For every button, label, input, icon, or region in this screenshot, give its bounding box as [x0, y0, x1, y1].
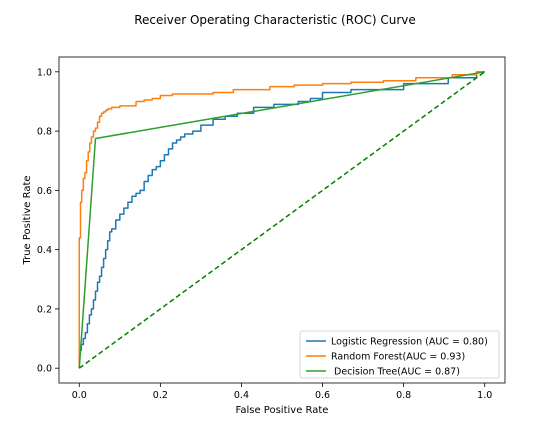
series-line-3 [78, 71, 486, 369]
x-axis-label: False Positive Rate [236, 405, 329, 416]
x-tick-label: 0.4 [234, 390, 249, 401]
y-tick-label: 1.0 [37, 67, 52, 78]
legend: Logistic Regression (AUC = 0.80) Random F… [299, 330, 500, 379]
y-tick-label: 0.8 [37, 127, 52, 138]
y-tick-label: 0.6 [37, 186, 52, 197]
legend-entry: Random Forest(AUC = 0.93) [331, 352, 465, 363]
x-tick-label: 0.2 [153, 390, 168, 401]
x-tick-label: 0.6 [315, 390, 330, 401]
plot-area [78, 71, 486, 369]
series-line-0 [78, 71, 485, 369]
legend-entry: Logistic Regression (AUC = 0.80) [331, 337, 488, 348]
y-tick-label: 0.2 [37, 304, 52, 315]
y-axis-label: True Positive Rate [22, 175, 33, 265]
x-tick-label: 0.0 [72, 390, 87, 401]
y-tick-label: 0.0 [37, 364, 52, 375]
axis-ticks: 0.0 0.2 0.4 0.6 0.8 1.0 0.0 0.2 0.4 0.6 0.8 1.0 [37, 67, 492, 401]
x-tick-label: 0.8 [396, 390, 411, 401]
series-line-1 [78, 71, 485, 369]
y-tick-label: 0.4 [37, 245, 52, 256]
series-line-2 [78, 71, 485, 369]
chart-title: Receiver Operating Characteristic (ROC) … [134, 13, 416, 27]
x-tick-label: 1.0 [477, 390, 492, 401]
legend-entry: Decision Tree(AUC = 0.87) [331, 367, 460, 378]
plot-frame [58, 56, 506, 384]
legend-box [299, 330, 500, 379]
